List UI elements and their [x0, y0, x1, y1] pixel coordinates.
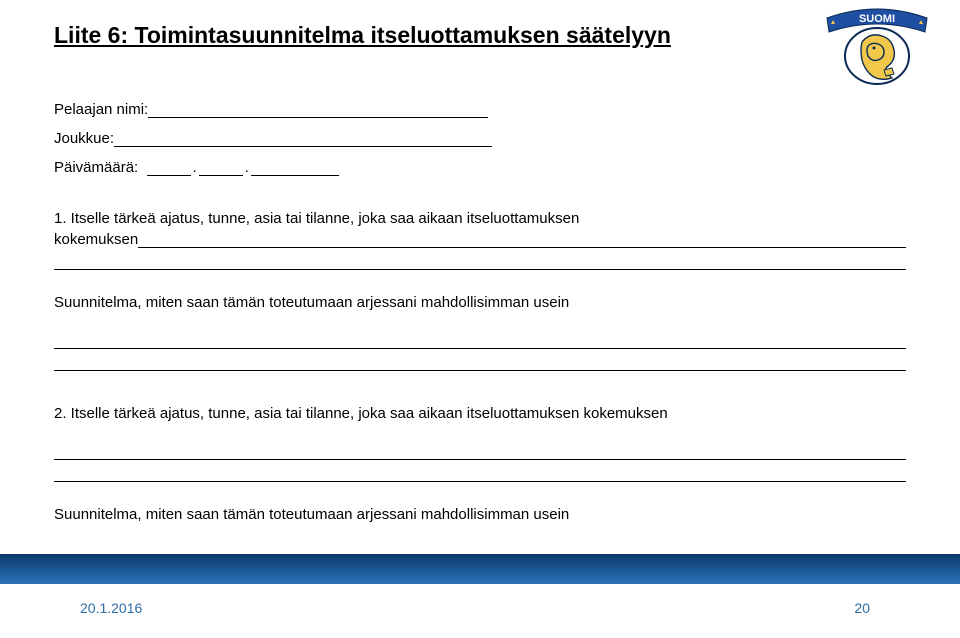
date-month-line[interactable]: [199, 160, 243, 176]
section1-prompt-line2-row: kokemuksen: [54, 231, 906, 248]
date-dot-2: .: [243, 159, 251, 176]
date-year-line[interactable]: [251, 160, 339, 176]
page-title: Liite 6: Toimintasuunnitelma itseluottam…: [54, 22, 906, 49]
section1-prompt-line2: kokemuksen: [54, 231, 138, 248]
section2-plan-label: Suunnitelma, miten saan tämän toteutumaa…: [54, 506, 906, 523]
section2-prompt: 2. Itselle tärkeä ajatus, tunne, asia ta…: [54, 405, 906, 422]
date-dot-1: .: [191, 159, 199, 176]
suomi-logo: SUOMI: [822, 4, 932, 86]
team-row: Joukkue:: [54, 130, 906, 147]
team-input-line[interactable]: [114, 131, 492, 147]
player-name-row: Pelaajan nimi:: [54, 101, 906, 118]
date-label: Päivämäärä:: [54, 159, 147, 176]
page: SUOMI Liite 6: Toimintasuunnitelma itsel…: [0, 0, 960, 638]
date-day-line[interactable]: [147, 160, 191, 176]
svg-text:SUOMI: SUOMI: [859, 13, 895, 25]
section1-input-line-1[interactable]: [138, 232, 906, 248]
section1-plan-label: Suunnitelma, miten saan tämän toteutumaa…: [54, 294, 906, 311]
player-name-input-line[interactable]: [148, 102, 488, 118]
section2-input-line-2[interactable]: [54, 466, 906, 482]
section1-input-line-2[interactable]: [54, 254, 906, 270]
date-row: Päivämäärä: . .: [54, 159, 906, 176]
section1-plan-line-2[interactable]: [54, 355, 906, 371]
footer-band: [0, 554, 960, 584]
section1-plan-line-1[interactable]: [54, 333, 906, 349]
section1-prompt-line1: 1. Itselle tärkeä ajatus, tunne, asia ta…: [54, 210, 906, 227]
footer-date: 20.1.2016: [80, 600, 142, 616]
footer-page-number: 20: [854, 600, 870, 616]
team-label: Joukkue:: [54, 130, 114, 147]
section2-input-line-1[interactable]: [54, 444, 906, 460]
player-name-label: Pelaajan nimi:: [54, 101, 148, 118]
